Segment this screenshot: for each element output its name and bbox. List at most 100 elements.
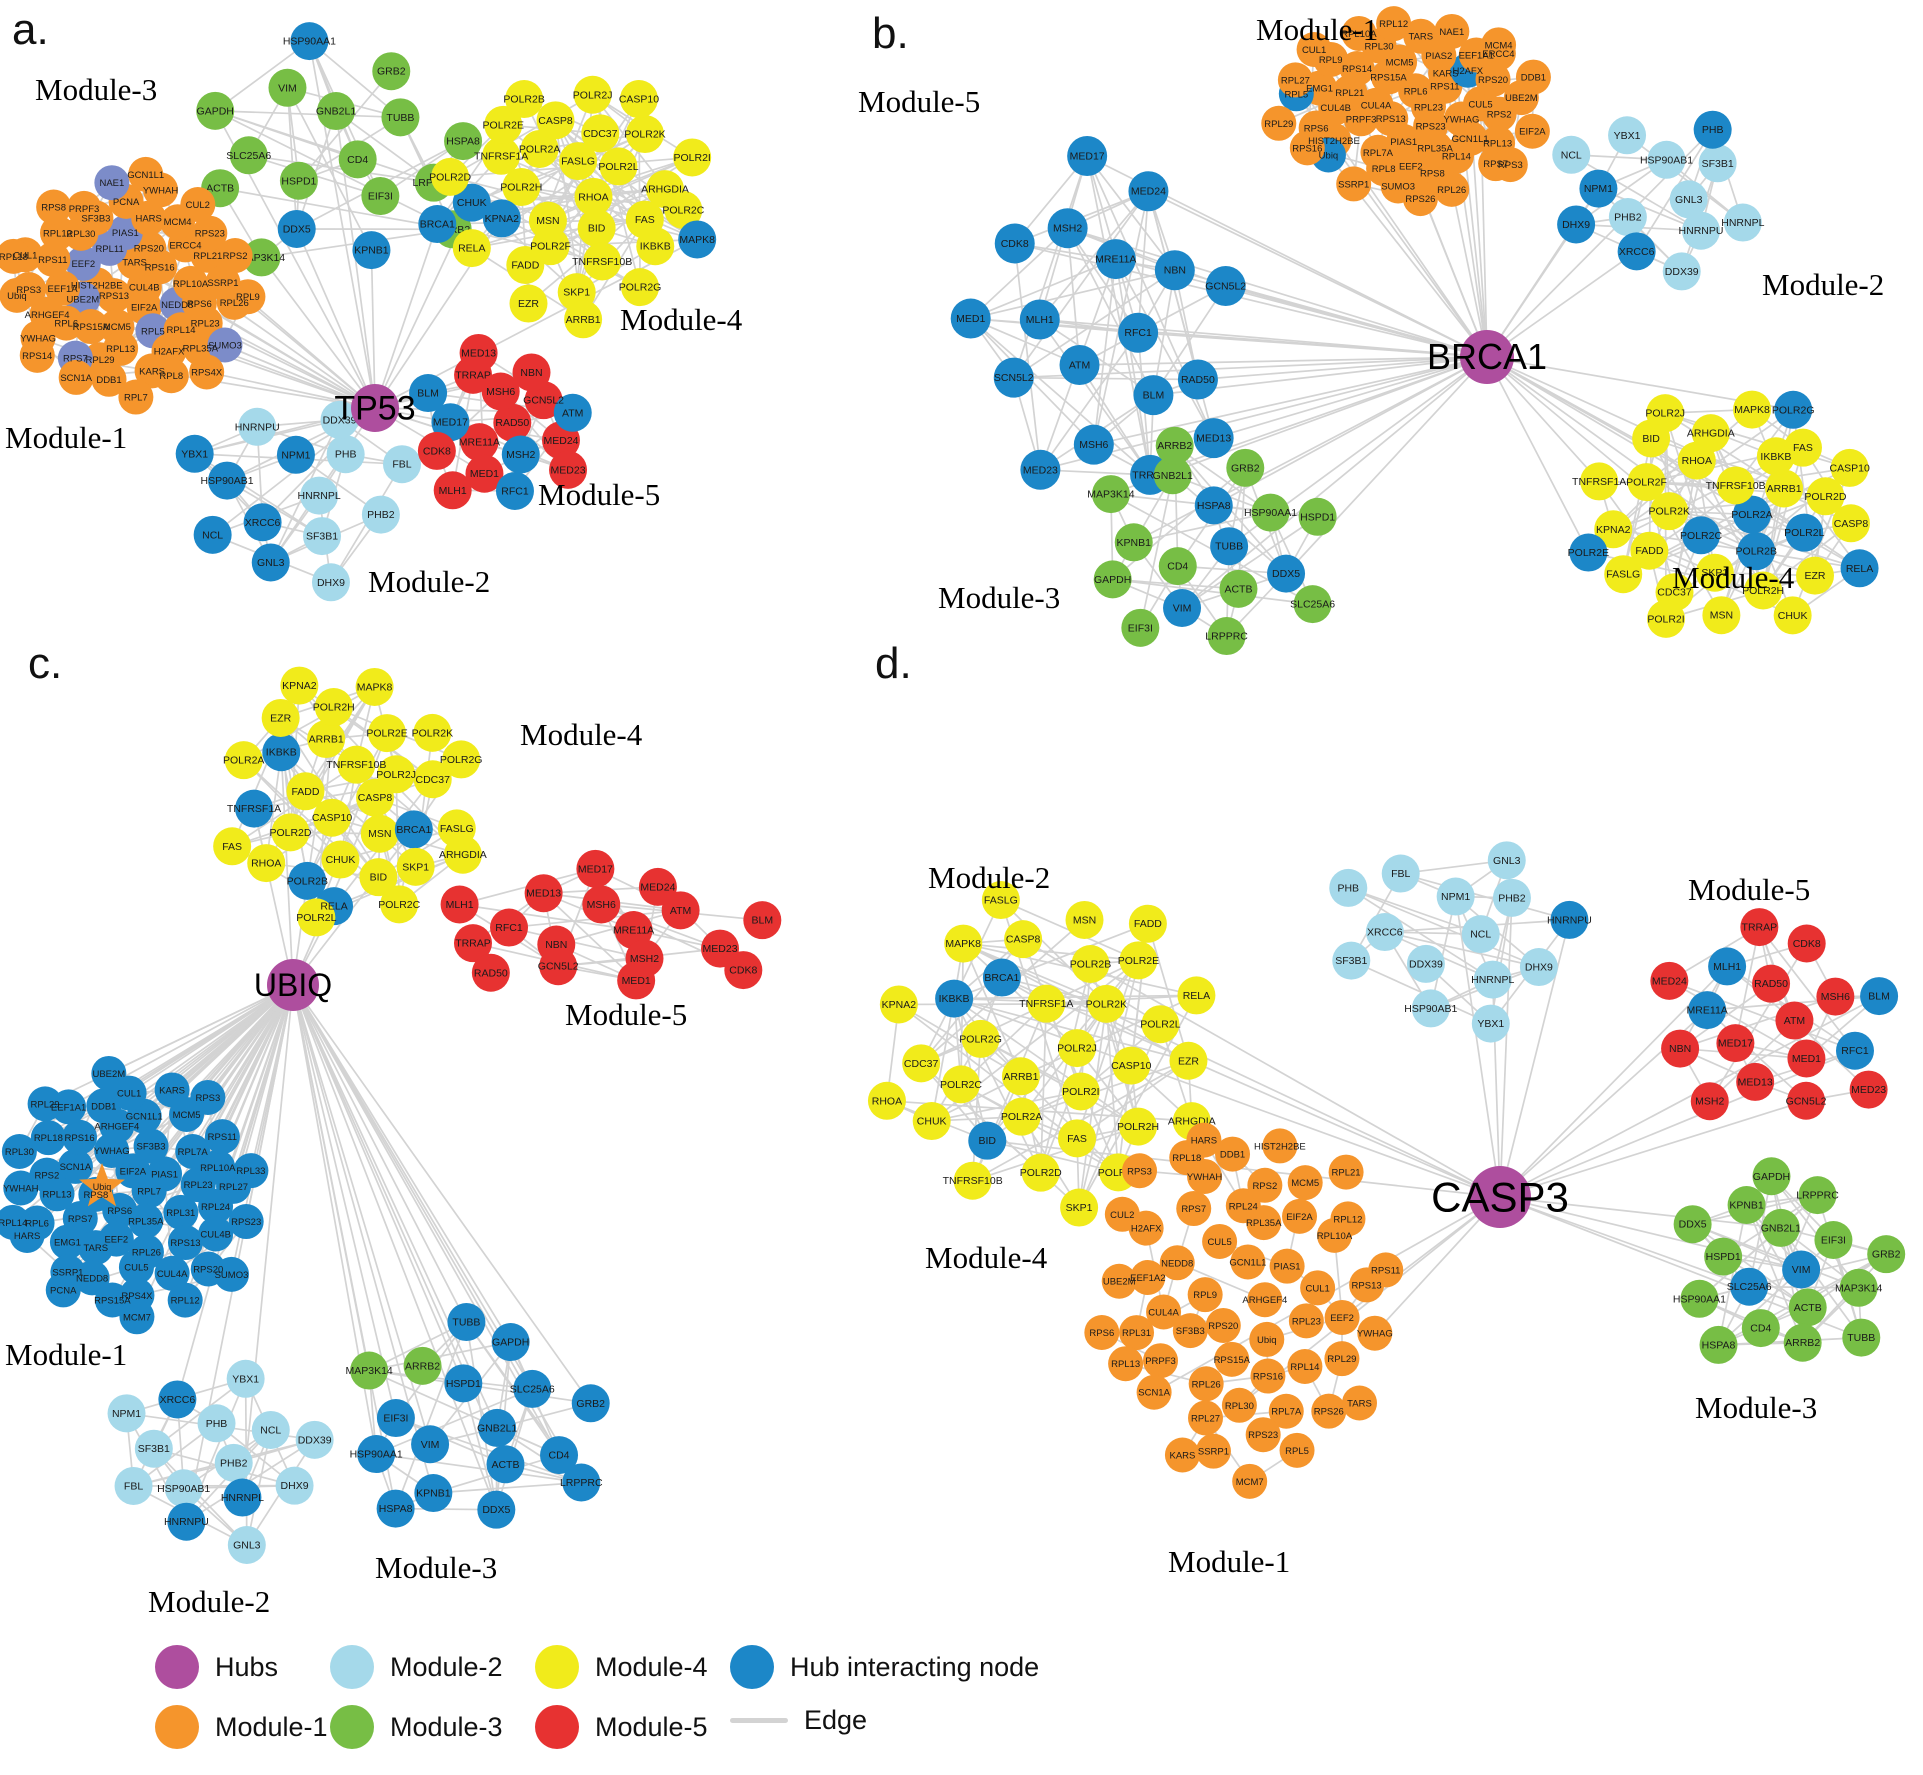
node-TNFRSF10B: [953, 1161, 992, 1200]
nodes-layer: CASP8 CASP10 TNFRSF10B MSN FADD POLR2J CHUK ARR…: [0, 666, 782, 1564]
node-label-ARHGEF4: ARHGEF4: [25, 310, 70, 321]
node-ARHGEF4: [1247, 1282, 1283, 1318]
node-label-HSP90AB1: HSP90AB1: [157, 1483, 210, 1495]
node-label-RPL7A: RPL7A: [178, 1147, 209, 1158]
node-RPS8: [36, 189, 72, 225]
node-label-BRCA1: BRCA1: [420, 219, 455, 231]
node-label-GCN5L2: GCN5L2: [538, 961, 579, 973]
panel-c: CASP8 CASP10 TNFRSF10B MSN FADD POLR2J CHUK ARR…: [0, 639, 782, 1619]
node-BLM: [1860, 977, 1899, 1016]
node-label-EZR: EZR: [270, 712, 291, 724]
node-CUL4A: [1146, 1294, 1182, 1330]
node-RPL35A: [128, 1203, 164, 1239]
node-NCL: [1461, 915, 1500, 954]
node-POLR2J: [573, 75, 612, 114]
node-MRE11A: [1688, 991, 1727, 1030]
node-XRCC6: [243, 503, 282, 542]
node-CASP10: [619, 80, 658, 119]
node-POLR2J: [1646, 394, 1685, 433]
node-RPL21: [1328, 1154, 1364, 1190]
node-label-RPL30: RPL30: [1365, 41, 1394, 52]
node-label-RPL13: RPL13: [1111, 1359, 1140, 1370]
node-label-RPL14: RPL14: [0, 1218, 27, 1229]
node-label-GNL3: GNL3: [233, 1539, 261, 1551]
node-YWHAG: [1357, 1315, 1393, 1351]
node-HSPA8: [376, 1489, 415, 1528]
module-title-module-4: Module-4: [520, 717, 643, 752]
node-RPS4X: [189, 354, 225, 390]
node-label-KARS: KARS: [1433, 69, 1459, 80]
node-RPL9: [230, 279, 266, 315]
node-KPNB1: [1727, 1186, 1766, 1225]
node-label-ACTB: ACTB: [206, 183, 234, 195]
node-label-RPS6: RPS6: [107, 1206, 132, 1217]
node-label-RPL10A: RPL10A: [1317, 1231, 1353, 1242]
node-label-EMG1: EMG1: [54, 1238, 81, 1249]
node-XRCC6: [158, 1380, 197, 1419]
node-label-NCL: NCL: [260, 1424, 281, 1436]
node-MED17: [576, 849, 615, 888]
node-RPS2: [1247, 1167, 1283, 1203]
node-TNFRSF1A: [1027, 984, 1066, 1023]
node-label-RPS4X: RPS4X: [191, 367, 223, 378]
node-label-MED17: MED17: [433, 417, 468, 429]
node-POLR2B: [505, 80, 544, 119]
node-label-POLR2G: POLR2G: [1772, 404, 1815, 416]
node-label-POLR2J: POLR2J: [376, 769, 416, 781]
node-RPL18: [0, 238, 31, 274]
node-label-NPM1: NPM1: [1441, 891, 1470, 903]
node-NBN: [512, 353, 551, 392]
node-label-POLR2C: POLR2C: [662, 204, 704, 216]
node-BID: [577, 208, 616, 247]
node-RPL12: [167, 1282, 203, 1318]
node-label-GRB2: GRB2: [1872, 1249, 1901, 1261]
node-label-RPS6: RPS6: [1304, 123, 1329, 134]
node-label-RPS23: RPS23: [231, 1217, 261, 1228]
node-label-RPL10A: RPL10A: [173, 279, 209, 290]
node-VIM: [1782, 1250, 1821, 1289]
node-EEF2: [1324, 1299, 1360, 1335]
node-label-RPL30: RPL30: [1225, 1401, 1254, 1412]
node-BLM: [1133, 375, 1174, 416]
node-HSP90AB1: [164, 1469, 203, 1508]
node-label-CHUK: CHUK: [326, 854, 356, 866]
node-CDK8: [724, 951, 763, 990]
node-label-Ubiq: Ubiq: [7, 291, 27, 302]
node-MAP3K14: [1839, 1268, 1878, 1307]
node-label-MCM5: MCM5: [1291, 1178, 1319, 1189]
node-label-EEF1A2: EEF1A2: [1130, 1273, 1165, 1284]
node-label-MCM5: MCM5: [173, 1110, 201, 1121]
node-label-UBE2M: UBE2M: [1505, 93, 1538, 104]
node-label-YWHAH: YWHAH: [143, 185, 179, 196]
node-label-RPL29: RPL29: [86, 355, 115, 366]
node-PIAS1: [1269, 1248, 1305, 1284]
node-label-POLR2D: POLR2D: [429, 171, 471, 183]
node-label-ACTB: ACTB: [491, 1459, 519, 1471]
node-label-RPL27: RPL27: [1281, 75, 1310, 86]
cluster-module-2: GNL3 PHB2 HSP90AB1 HNRNPU NPM1 SF3B1 XRCC6 YBX1…: [1552, 110, 1765, 291]
node-FAS: [1058, 1119, 1097, 1158]
node-MCM5: [1287, 1165, 1323, 1201]
node-CUL2: [1104, 1196, 1140, 1232]
node-POLR2F: [1627, 463, 1666, 502]
node-KPNB1: [352, 231, 391, 270]
node-ARRB2: [1783, 1323, 1822, 1362]
node-NBN: [1661, 1029, 1700, 1068]
node-label-MSH6: MSH6: [587, 899, 616, 911]
node-label-RPL6: RPL6: [1404, 86, 1428, 97]
node-label-RPL13: RPL13: [1483, 139, 1512, 150]
node-Ubiq: [1249, 1321, 1285, 1357]
node-GCN5L2: [539, 947, 578, 986]
node-label-PIAS1: PIAS1: [151, 1169, 178, 1180]
node-label-ARHGDIA: ARHGDIA: [439, 849, 487, 861]
node-label-CASP10: CASP10: [312, 812, 352, 824]
node-label-CUL4B: CUL4B: [129, 283, 160, 294]
node-label-NCL: NCL: [1561, 149, 1582, 161]
node-label-HSP90AB1: HSP90AB1: [201, 475, 254, 487]
node-HSP90AB1: [1647, 140, 1686, 179]
node-MED1: [465, 454, 504, 493]
node-label-KPNA2: KPNA2: [882, 999, 917, 1011]
node-CUL5: [118, 1249, 154, 1285]
node-label-TNFRSF10B: TNFRSF10B: [572, 256, 632, 268]
